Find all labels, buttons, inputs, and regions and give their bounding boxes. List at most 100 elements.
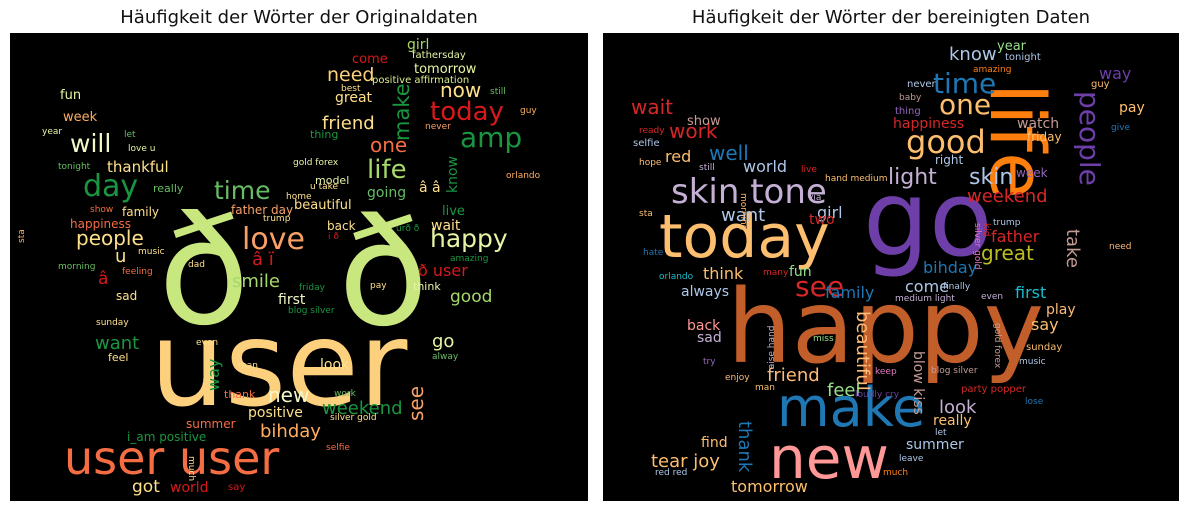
word: still [490, 87, 506, 97]
word: people [1073, 91, 1106, 186]
word: two [809, 212, 835, 228]
word: feel [108, 351, 129, 364]
word: world [743, 157, 788, 176]
word: week [1016, 166, 1048, 180]
word: smile [232, 271, 280, 292]
word: morning [58, 262, 96, 272]
word: fun [60, 88, 82, 103]
word: father [991, 227, 1040, 246]
word: hope [639, 158, 662, 168]
word: one [939, 88, 992, 121]
word: orlando [659, 272, 694, 282]
word: loudly cry [855, 390, 900, 400]
word: time [214, 176, 271, 205]
word: happiness [893, 116, 965, 132]
word: girl [407, 37, 430, 53]
word: kid [981, 223, 991, 237]
word: back [687, 318, 721, 334]
word: u take [310, 182, 339, 192]
word: find [701, 435, 728, 451]
word: hate [643, 248, 664, 258]
word: go [432, 331, 455, 352]
word: know [949, 44, 997, 65]
word: look [320, 357, 350, 373]
word: want [721, 205, 766, 226]
word: i ð [328, 232, 339, 242]
word: friend [767, 365, 820, 386]
right-cloud-title: Häufigkeit der Wörter der bereinigten Da… [691, 7, 1091, 28]
word: friday [1027, 130, 1062, 144]
word: hand medium [825, 174, 888, 184]
word: today [430, 97, 504, 127]
word: girl [817, 203, 843, 222]
word: happy [727, 268, 1045, 387]
word: first [1015, 283, 1047, 302]
word: â â [419, 180, 441, 196]
word: thing [895, 106, 921, 117]
word: take [1062, 229, 1083, 268]
word: leave [899, 454, 924, 464]
word: happy [430, 224, 508, 253]
word: orlando [506, 171, 541, 181]
word: morning [738, 193, 748, 231]
word: way [1099, 64, 1132, 83]
word: u [115, 246, 127, 267]
word: say [1031, 315, 1059, 334]
word: year [997, 39, 1027, 54]
word: family [825, 283, 875, 302]
word: year [42, 127, 63, 137]
word: people [76, 226, 144, 250]
word: know [445, 156, 461, 193]
word: man [238, 361, 258, 371]
word: love [242, 222, 305, 257]
word: good [450, 287, 493, 307]
word: medium light [895, 294, 955, 304]
word: need [327, 64, 375, 86]
word: first [278, 292, 306, 308]
word: best [341, 84, 361, 94]
word: bihday [260, 421, 321, 442]
word: lose [1025, 397, 1044, 407]
word: well [709, 141, 749, 165]
word: think [413, 280, 441, 293]
word: pay [1119, 100, 1145, 116]
word: positive affirmation [372, 75, 470, 86]
word: even [196, 338, 219, 348]
word: fathersday [412, 50, 466, 61]
word: life [367, 155, 407, 185]
word: amazing [450, 254, 489, 264]
word: thing [310, 128, 339, 141]
word: silver gold [330, 413, 377, 423]
word: happiness [70, 217, 132, 231]
word: party popper [961, 384, 1027, 395]
word: thank [224, 388, 256, 401]
word: right [935, 153, 964, 167]
word: user user [64, 431, 280, 485]
left-word-cloud: user ð ð user user love happy day amp to… [10, 33, 588, 501]
word: positive [248, 405, 303, 421]
word: via [808, 193, 822, 203]
word: dad [188, 260, 205, 270]
word: let [124, 130, 136, 140]
word: many [763, 268, 789, 278]
word: still [699, 163, 715, 173]
word: ð [158, 185, 250, 359]
word: man [755, 383, 775, 393]
word: play [1046, 302, 1076, 318]
word: back [327, 219, 356, 233]
word: now [440, 78, 482, 102]
word: got [132, 477, 160, 497]
word: baby [899, 93, 922, 103]
word: blog silver [931, 366, 978, 376]
word: home [286, 192, 312, 202]
word: user [150, 295, 408, 433]
word: one [370, 133, 408, 157]
left-cloud-title: Häufigkeit der Wörter der Originaldaten [120, 7, 478, 28]
word: beautiful [294, 198, 352, 213]
word: need [1109, 242, 1132, 252]
word: skin [969, 165, 1014, 190]
word: live [442, 204, 465, 219]
word: tear joy [651, 451, 720, 472]
word: new [268, 383, 310, 407]
word: live [801, 165, 817, 175]
